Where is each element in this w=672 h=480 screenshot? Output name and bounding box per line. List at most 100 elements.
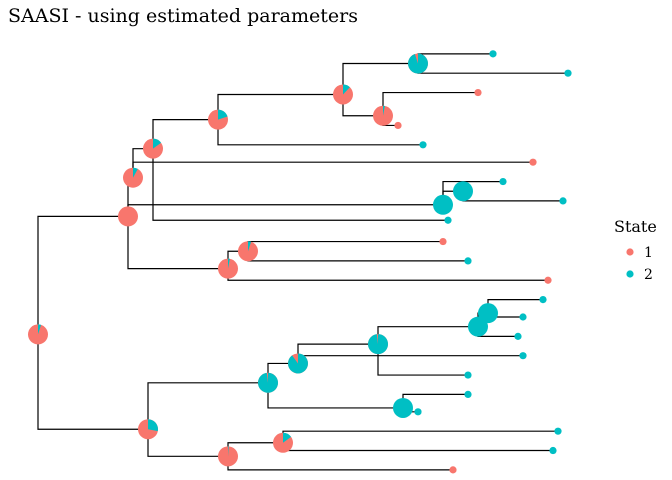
node-pie — [373, 105, 393, 126]
tip-point — [394, 121, 402, 130]
tree-edges — [37, 53, 568, 471]
tree-edge — [377, 344, 468, 376]
tree-edge — [282, 430, 558, 443]
legend: State 1 2 — [614, 217, 657, 283]
node-pie — [238, 241, 258, 262]
tree-edge — [147, 429, 228, 457]
tip-point — [514, 332, 522, 340]
node-pie — [218, 446, 238, 467]
pie-slice — [478, 303, 498, 324]
legend-label-state-2: 2 — [644, 267, 653, 283]
pie-slice-state-2 — [228, 446, 229, 457]
tree-edge — [342, 62, 418, 95]
node-pie — [123, 167, 143, 188]
node-pie — [258, 372, 278, 393]
tree-edge — [382, 91, 478, 116]
tree-edge — [37, 334, 148, 430]
node-pie — [28, 324, 48, 345]
tip-point — [519, 352, 527, 360]
tree-edge — [127, 216, 228, 270]
tree-edge — [37, 215, 128, 335]
legend-title: State — [614, 217, 657, 236]
node-pie — [478, 303, 498, 324]
pie-slice — [453, 181, 473, 202]
tree-edge — [247, 240, 443, 252]
pie-slice — [393, 397, 413, 418]
legend-label-state-1: 1 — [644, 245, 653, 261]
node-pie — [218, 258, 238, 279]
tip-point — [499, 177, 507, 186]
pie-slice-state-2 — [248, 241, 252, 252]
tree-edge — [267, 382, 403, 409]
node-pie — [288, 353, 309, 374]
tip-point — [544, 276, 552, 284]
node-pie — [333, 84, 353, 105]
pie-slice-state-2 — [288, 353, 309, 374]
node-pie — [433, 194, 453, 215]
node-pie — [143, 138, 163, 159]
tree-edge — [127, 204, 443, 217]
pie-slice-state-2 — [228, 258, 230, 269]
tip-point — [419, 141, 427, 149]
node-pie — [453, 181, 473, 202]
tree-edge — [282, 442, 553, 452]
tree-edge — [417, 53, 493, 64]
tree-edge — [217, 119, 423, 146]
pie-slice-state-2 — [343, 84, 350, 95]
pie-slice-state-2 — [407, 53, 428, 74]
pie-slice-state-2 — [283, 432, 292, 443]
tip-point — [464, 257, 472, 265]
legend-swatch-state-1 — [626, 248, 634, 256]
tree-edge — [462, 191, 563, 202]
tree-edge — [132, 161, 533, 178]
pie-slice — [433, 194, 453, 215]
tip-point — [474, 88, 482, 97]
tip-point — [519, 313, 527, 321]
node-pie — [273, 432, 293, 453]
tip-point — [464, 371, 472, 379]
tip-point — [559, 197, 567, 205]
pie-slice-state-2 — [383, 105, 385, 116]
pie-slice-state-2 — [218, 109, 228, 120]
tree-edge — [217, 93, 343, 120]
tip-point — [414, 408, 422, 416]
tip-point — [449, 466, 457, 474]
tree-edge — [297, 343, 378, 364]
tip-point — [464, 390, 472, 399]
pie-slice-state-2 — [148, 419, 158, 432]
tip-point — [489, 50, 497, 58]
pie-slice-state-2 — [258, 372, 278, 393]
tree-edge — [247, 251, 468, 262]
tip-point — [539, 295, 547, 304]
tree-edge — [152, 119, 218, 149]
tip-point — [549, 446, 557, 455]
tip-point — [439, 237, 447, 246]
node-pie — [393, 397, 413, 418]
node-pie — [138, 419, 158, 440]
tree-edge — [152, 148, 448, 221]
pie-slice-state-2 — [38, 324, 42, 335]
legend-swatch-state-2 — [626, 270, 634, 278]
chart-title: SAASI - using estimated parameters — [8, 5, 358, 27]
tree-internal-nodes — [28, 53, 498, 467]
pie-slice-state-2 — [133, 167, 138, 178]
node-pie — [118, 206, 138, 227]
tip-point — [554, 427, 562, 435]
pie-slice-state-2 — [153, 138, 162, 149]
tree-edge — [297, 355, 523, 364]
tree-tips — [394, 50, 572, 474]
tree-edge — [417, 63, 568, 74]
node-pie — [407, 53, 428, 74]
tip-point — [444, 216, 452, 224]
pie-slice-state-2 — [368, 334, 389, 355]
node-pie — [208, 109, 228, 130]
tree-edge — [227, 268, 548, 281]
tree-edge — [227, 456, 453, 471]
node-pie — [368, 334, 389, 355]
tree-edge — [377, 326, 478, 345]
pie-slice — [118, 206, 138, 227]
tip-point — [564, 69, 572, 77]
tree-edge — [147, 382, 268, 430]
tip-point — [529, 158, 537, 166]
